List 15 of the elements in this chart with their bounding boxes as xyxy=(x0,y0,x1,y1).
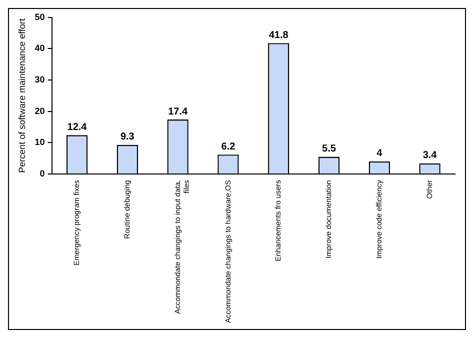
data-label: 17.4 xyxy=(168,106,188,118)
y-tick-label: 20 xyxy=(34,106,45,116)
data-label: 6.2 xyxy=(221,141,236,152)
data-label: 4 xyxy=(376,148,383,160)
data-label: 9.3 xyxy=(120,132,135,143)
data-label: 5.5 xyxy=(322,144,336,155)
y-tick-label: 0 xyxy=(40,168,45,178)
y-tick-label: 30 xyxy=(34,74,45,85)
data-label: 3.4 xyxy=(422,150,438,162)
y-tick-label: 10 xyxy=(34,137,45,148)
y-tick-label: 40 xyxy=(34,43,45,54)
data-label: 12.4 xyxy=(67,122,88,133)
data-label: 41.8 xyxy=(268,30,289,41)
y-tick-label: 50 xyxy=(34,12,45,22)
y-axis-title: Percent of software maintenance effort xyxy=(16,18,27,173)
